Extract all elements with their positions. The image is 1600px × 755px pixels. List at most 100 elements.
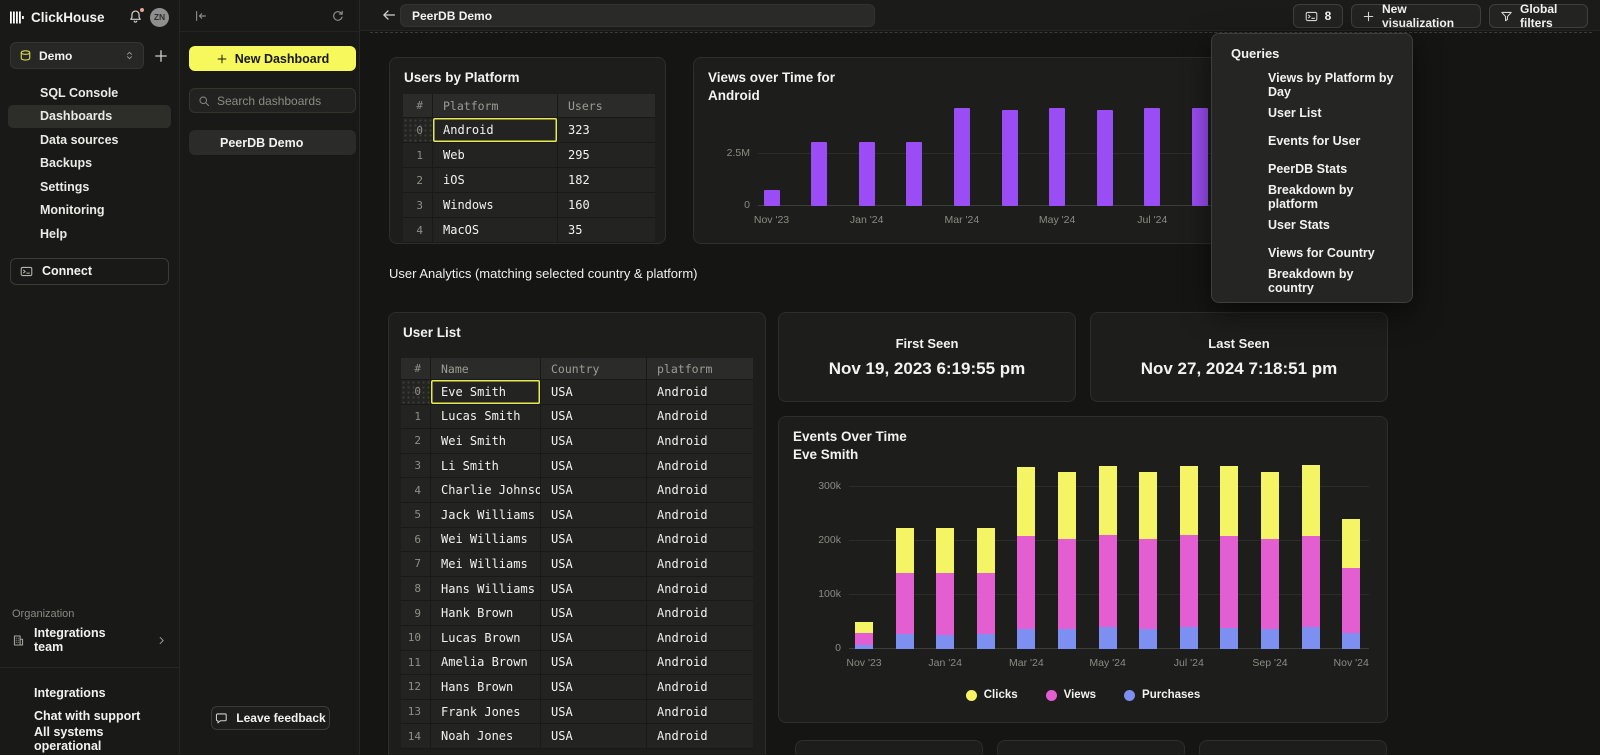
table-cell[interactable]: USA xyxy=(541,625,647,650)
table-cell[interactable]: Amelia Brown xyxy=(431,650,541,675)
table-cell[interactable]: 160 xyxy=(568,198,590,212)
table-row[interactable]: 5 Jack Williams USA Android xyxy=(401,502,753,528)
table-cell[interactable]: USA xyxy=(541,453,647,478)
table-row[interactable]: 9 Hank Brown USA Android xyxy=(401,601,753,626)
table-cell[interactable]: 35 xyxy=(568,223,583,237)
table-cell[interactable]: Android xyxy=(657,532,708,547)
sidebar-item-monitoring[interactable]: Monitoring xyxy=(8,199,171,223)
table-cell[interactable]: USA xyxy=(541,552,647,576)
query-menu-item-user-stats[interactable]: User Stats xyxy=(1212,211,1412,239)
query-menu-item-user-list[interactable]: User List xyxy=(1212,99,1412,127)
leave-feedback-button[interactable]: Leave feedback xyxy=(211,706,330,730)
table-cell[interactable]: Windows xyxy=(433,193,558,217)
back-arrow-icon[interactable] xyxy=(381,7,397,23)
sidebar-footer-item-integrations[interactable]: Integrations xyxy=(10,681,169,704)
table-cell[interactable]: Android xyxy=(657,630,708,645)
table-cell[interactable]: Web xyxy=(433,143,558,167)
query-menu-item-peerdb-stats[interactable]: PeerDB Stats xyxy=(1212,155,1412,183)
global-filters-button[interactable]: Global filters xyxy=(1489,2,1588,30)
table-cell[interactable]: Charlie Johnson xyxy=(431,478,541,502)
table-row[interactable]: 1 Web 295 xyxy=(403,143,655,168)
table-cell[interactable]: Android xyxy=(657,704,708,719)
table-cell[interactable]: USA xyxy=(541,404,647,429)
table-cell[interactable]: Wei Smith xyxy=(431,429,541,453)
table-cell[interactable]: MacOS xyxy=(433,218,558,242)
table-row[interactable]: 12 Hans Brown USA Android xyxy=(401,675,753,700)
table-cell[interactable]: USA xyxy=(541,502,647,527)
sidebar-footer-item-chat-with-support[interactable]: Chat with support xyxy=(10,704,169,727)
refresh-icon[interactable] xyxy=(331,9,345,23)
query-menu-item-events-for-user[interactable]: Events for User xyxy=(1212,127,1412,155)
new-dashboard-button[interactable]: New Dashboard xyxy=(189,46,356,71)
sidebar-item-settings[interactable]: Settings xyxy=(8,175,171,199)
table-cell[interactable]: Noah Jones xyxy=(431,724,541,748)
table-row[interactable]: 8 Hans Williams USA Android xyxy=(401,576,753,602)
table-cell[interactable]: Android xyxy=(657,655,708,670)
table-cell[interactable]: Android xyxy=(657,679,708,694)
table-cell[interactable]: Android xyxy=(657,483,708,498)
new-visualization-button[interactable]: New visualization xyxy=(1351,2,1481,30)
dashboard-list-item-peerdb-demo[interactable]: PeerDB Demo xyxy=(189,130,356,155)
table-cell[interactable]: Hans Williams xyxy=(431,576,541,601)
table-cell[interactable]: Android xyxy=(657,458,708,473)
table-cell[interactable]: Frank Jones xyxy=(431,699,541,724)
table-cell[interactable]: Android xyxy=(657,606,708,621)
service-selector[interactable]: Demo xyxy=(10,42,144,69)
sidebar-item-sql-console[interactable]: SQL Console xyxy=(8,81,171,105)
table-cell[interactable]: Eve Smith xyxy=(431,380,541,404)
dashboard-title-input[interactable] xyxy=(400,4,875,27)
table-row[interactable]: 2 Wei Smith USA Android xyxy=(401,429,753,454)
table-cell[interactable]: USA xyxy=(541,650,647,675)
sidebar-item-backups[interactable]: Backups xyxy=(8,152,171,176)
table-cell[interactable]: USA xyxy=(541,478,647,502)
table-cell[interactable]: Hans Brown xyxy=(431,675,541,699)
table-row[interactable]: 4 Charlie Johnson USA Android xyxy=(401,478,753,503)
dashboard-search-input[interactable] xyxy=(217,93,347,108)
sidebar-item-data-sources[interactable]: Data sources xyxy=(8,128,171,152)
table-cell[interactable]: Mei Williams xyxy=(431,552,541,576)
table-row[interactable]: 3 Windows 160 xyxy=(403,193,655,218)
table-cell[interactable]: Android xyxy=(657,433,708,448)
table-cell[interactable]: USA xyxy=(541,601,647,625)
table-cell[interactable]: Hank Brown xyxy=(431,601,541,625)
table-cell[interactable]: Android xyxy=(657,581,708,596)
query-menu-item-views-by-platform-by-day[interactable]: Views by Platform by Day xyxy=(1212,71,1412,99)
table-cell[interactable]: Android xyxy=(657,556,708,571)
notifications-button[interactable] xyxy=(128,7,145,25)
organization-team-button[interactable]: Integrations team xyxy=(10,626,169,654)
table-cell[interactable]: Lucas Brown xyxy=(431,625,541,650)
connect-button[interactable]: Connect xyxy=(10,257,169,285)
table-row[interactable]: 6 Wei Williams USA Android xyxy=(401,527,753,553)
table-cell[interactable]: Android xyxy=(657,384,708,399)
table-row[interactable]: 11 Amelia Brown USA Android xyxy=(401,650,753,676)
add-service-button[interactable] xyxy=(153,48,169,64)
table-cell[interactable]: 323 xyxy=(568,123,590,137)
table-row[interactable]: 0 Android 323 xyxy=(403,118,655,143)
table-cell[interactable]: Android xyxy=(657,409,708,424)
table-row[interactable]: 14 Noah Jones USA Android xyxy=(401,724,753,749)
table-cell[interactable]: Wei Williams xyxy=(431,527,541,552)
table-cell[interactable]: USA xyxy=(541,576,647,601)
query-menu-item-breakdown-by-country[interactable]: Breakdown by country xyxy=(1212,267,1412,295)
table-cell[interactable]: USA xyxy=(541,724,647,748)
table-row[interactable]: 2 iOS 182 xyxy=(403,168,655,193)
table-cell[interactable]: USA xyxy=(541,429,647,453)
table-row[interactable]: 0 Eve Smith USA Android xyxy=(401,380,753,405)
table-cell[interactable]: USA xyxy=(541,527,647,552)
table-cell[interactable]: iOS xyxy=(433,168,558,192)
query-menu-item-views-for-country[interactable]: Views for Country xyxy=(1212,239,1412,267)
table-cell[interactable]: Jack Williams xyxy=(431,502,541,527)
table-row[interactable]: 3 Li Smith USA Android xyxy=(401,453,753,479)
queries-button[interactable]: 8 xyxy=(1293,4,1343,28)
table-row[interactable]: 1 Lucas Smith USA Android xyxy=(401,404,753,430)
table-row[interactable]: 13 Frank Jones USA Android xyxy=(401,699,753,725)
table-row[interactable]: 10 Lucas Brown USA Android xyxy=(401,625,753,651)
avatar[interactable]: ZN xyxy=(150,7,169,27)
table-cell[interactable]: USA xyxy=(541,675,647,699)
collapse-panel-icon[interactable] xyxy=(194,9,208,23)
sidebar-item-dashboards[interactable]: Dashboards xyxy=(8,104,171,128)
table-cell[interactable]: Li Smith xyxy=(431,453,541,478)
table-cell[interactable]: Android xyxy=(433,118,558,142)
table-cell[interactable]: 182 xyxy=(568,173,590,187)
table-cell[interactable]: USA xyxy=(541,380,647,404)
